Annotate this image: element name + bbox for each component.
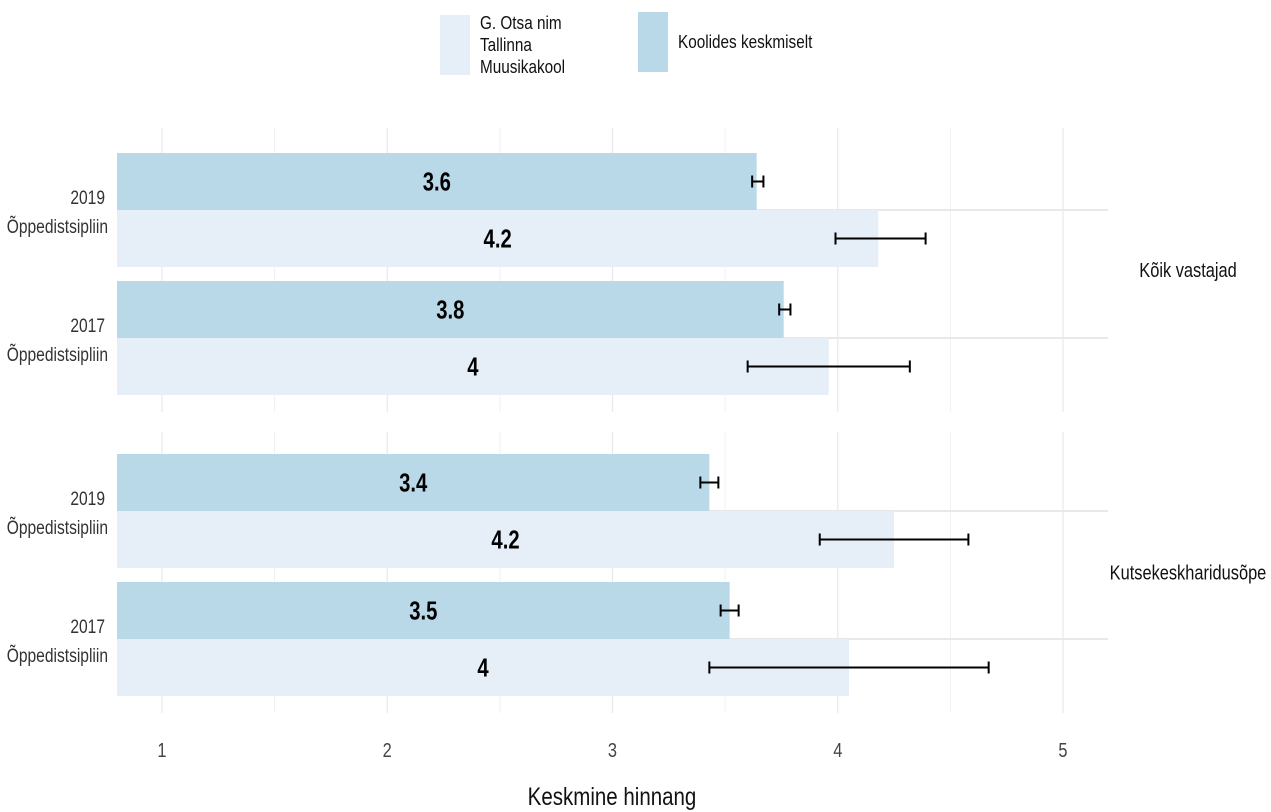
facet-label-0: Kõik vastajad xyxy=(1139,258,1236,281)
bar-average-1-1 xyxy=(117,582,730,639)
data-label-average-1-0: 3.4 xyxy=(399,468,427,497)
y-label-category-1-1: Õppedistsipliin xyxy=(7,645,108,667)
y-label-category-1-0: Õppedistsipliin xyxy=(7,517,108,539)
data-label-school-0-0: 4.2 xyxy=(484,224,512,253)
bar-school-1-0 xyxy=(117,511,895,568)
bar-school-0-1 xyxy=(117,338,829,395)
data-label-average-0-1: 3.8 xyxy=(436,295,464,324)
data-label-average-0-0: 3.6 xyxy=(423,167,451,196)
y-label-year-1-1: 2017 xyxy=(70,616,105,638)
y-label-year-0-1: 2017 xyxy=(70,315,105,337)
legend-swatch-school xyxy=(440,15,470,75)
legend: G. Otsa nim Tallinna Muusikakool Koolide… xyxy=(440,12,856,78)
x-tick-label-1: 1 xyxy=(157,738,166,761)
bar-average-0-0 xyxy=(117,153,757,210)
y-label-category-0-1: Õppedistsipliin xyxy=(7,344,108,366)
x-tick-label-4: 4 xyxy=(833,738,842,761)
data-label-school-1-0: 4.2 xyxy=(491,525,519,554)
bar-school-0-0 xyxy=(117,210,879,267)
facet-label-1: Kutsekeskharidusõpe xyxy=(1110,561,1267,584)
bar-average-1-0 xyxy=(117,454,710,511)
y-label-year-1-0: 2019 xyxy=(70,488,105,510)
x-tick-label-2: 2 xyxy=(383,738,392,761)
legend-label-average: Koolides keskmiselt xyxy=(678,32,813,52)
data-label-school-1-1: 4 xyxy=(477,653,488,682)
legend-item-school: G. Otsa nim Tallinna Muusikakool xyxy=(440,12,630,78)
legend-swatch-average xyxy=(638,12,668,72)
x-axis-label: Keskmine hinnang xyxy=(528,782,697,810)
x-tick-label-5: 5 xyxy=(1058,738,1067,761)
data-label-average-1-1: 3.5 xyxy=(409,596,437,625)
legend-label-school: G. Otsa nim Tallinna Muusikakool xyxy=(480,13,566,77)
x-tick-label-3: 3 xyxy=(608,738,617,761)
y-label-category-0-0: Õppedistsipliin xyxy=(7,216,108,238)
legend-item-average: Koolides keskmiselt xyxy=(638,12,848,72)
data-label-school-0-1: 4 xyxy=(467,352,478,381)
bar-average-0-1 xyxy=(117,281,784,338)
y-label-year-0-0: 2019 xyxy=(70,187,105,209)
